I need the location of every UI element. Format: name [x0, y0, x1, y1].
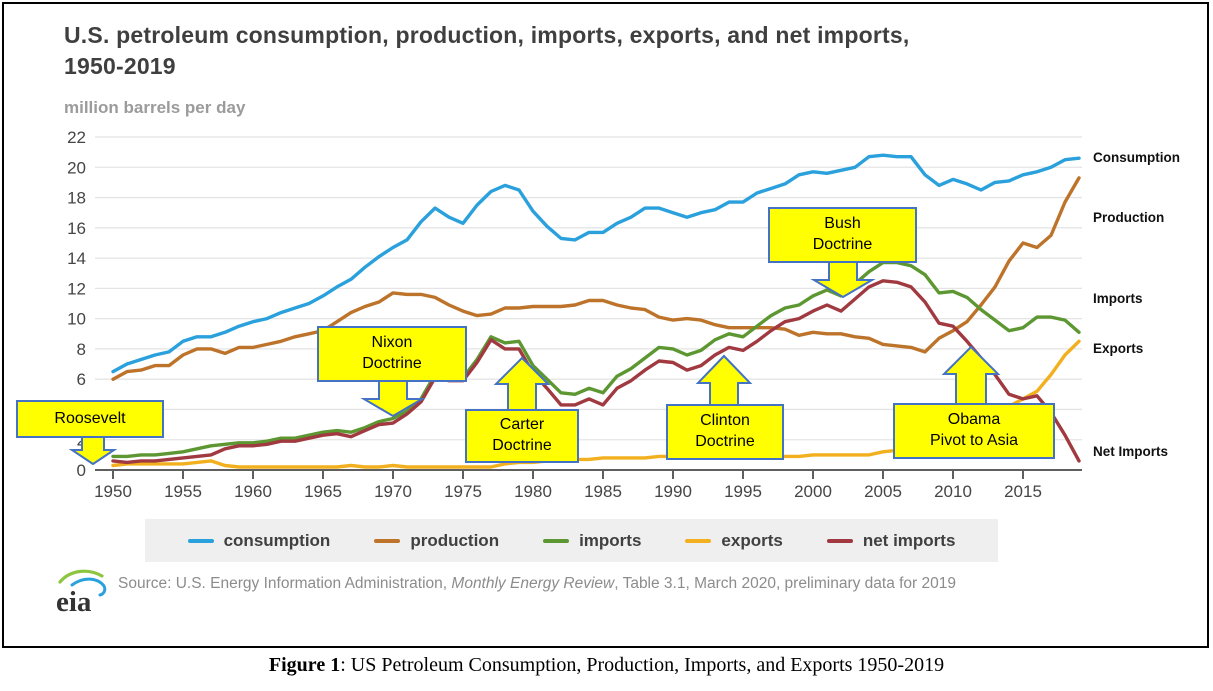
legend-item-consumption: consumption [187, 530, 331, 551]
y-tick-label: 0 [77, 461, 86, 480]
callout-clinton-line1: Clinton [700, 412, 750, 430]
x-tick-label: 1980 [514, 482, 552, 501]
legend-item-production: production [374, 531, 499, 551]
x-tick-label: 1995 [724, 482, 762, 501]
series-line-production [111, 176, 1081, 381]
imports-swatch-icon [543, 538, 570, 543]
callout-obama-pivot: Obama Pivot to Asia [893, 403, 1055, 459]
callout-roosevelt: Roosevelt [16, 400, 164, 438]
source-suffix: , Table 3.1, March 2020, preliminary dat… [614, 575, 957, 592]
figure-caption-label: Figure 1 [268, 654, 341, 676]
callout-carter-doctrine: Carter Doctrine [465, 409, 579, 463]
x-tick-label: 2005 [864, 482, 902, 501]
bush-arrow-icon [810, 260, 876, 299]
series-line-imports [111, 260, 1081, 459]
x-tick-label: 1960 [234, 482, 272, 501]
carter-arrow-icon [493, 356, 551, 412]
series-label-consumption: Consumption [1093, 150, 1180, 165]
x-tick-label: 1990 [654, 482, 692, 501]
callout-obama-line2: Pivot to Asia [929, 432, 1019, 449]
callout-clinton-line2: Doctrine [695, 433, 755, 450]
source-prefix: Source: U.S. Energy Information Administ… [118, 575, 452, 592]
x-tick-label: 1970 [374, 482, 412, 501]
callout-nixon-doctrine: Nixon Doctrine [317, 326, 467, 382]
y-tick-label: 16 [67, 219, 86, 238]
legend-label-exports: exports [721, 530, 783, 550]
series-line-net-imports [111, 279, 1081, 465]
callout-carter-line2: Doctrine [492, 437, 552, 454]
consumption-swatch-icon [187, 538, 214, 543]
callout-carter-line1: Carter [499, 416, 545, 434]
callout-bush-line2: Doctrine [812, 236, 873, 253]
roosevelt-arrow-icon [68, 436, 118, 466]
x-tick-label: 2015 [1004, 482, 1042, 501]
series-label-production: Production [1093, 210, 1165, 225]
eia-logo-text: eia [56, 586, 92, 618]
legend-label-net-imports: net imports [862, 530, 956, 550]
callout-clinton-doctrine: Clinton Doctrine [666, 404, 784, 460]
net-imports-swatch-icon [826, 538, 853, 543]
eia-logo-green-swoosh-icon [58, 569, 104, 584]
callout-nixon-line1: Nixon [371, 334, 413, 352]
line-chart: 0246810121416182022195019551960196519701… [67, 128, 1082, 501]
callout-bush-doctrine: Bush Doctrine [768, 207, 917, 263]
legend-label-production: production [410, 530, 500, 550]
x-tick-label: 1955 [164, 482, 202, 501]
x-tick-label: 2000 [794, 482, 832, 501]
series-line-consumption [111, 153, 1081, 374]
callout-nixon-line2: Doctrine [362, 355, 422, 372]
y-tick-label: 8 [77, 340, 86, 359]
eia-logo: eia [56, 569, 107, 618]
series-label-exports: Exports [1093, 341, 1144, 356]
chart-title: U.S. petroleum consumption, production, … [64, 22, 910, 80]
eia-logo-blue-swoosh-icon [70, 577, 107, 597]
legend-item-net-imports: net imports [826, 530, 956, 551]
y-tick-label: 12 [67, 279, 86, 298]
x-tick-label: 1985 [584, 482, 622, 501]
callout-obama-line1: Obama [947, 411, 1001, 429]
production-swatch-icon [374, 538, 401, 543]
legend-label-consumption: consumption [223, 530, 331, 550]
y-tick-label: 10 [67, 310, 86, 329]
y-axis-unit-label: million barrels per day [64, 98, 246, 117]
series-label-imports: Imports [1093, 291, 1143, 306]
series-label-net-imports: Net Imports [1093, 444, 1169, 459]
y-tick-label: 14 [67, 249, 86, 268]
x-tick-label: 1950 [94, 482, 132, 501]
legend-label-imports: imports [579, 530, 642, 550]
legend: consumption production imports exports n… [145, 519, 998, 562]
x-tick-label: 1965 [304, 482, 342, 501]
source-attribution: Source: U.S. Energy Information Administ… [118, 573, 1068, 595]
exports-swatch-icon [685, 538, 712, 543]
source-publication: Monthly Energy Review [451, 575, 615, 592]
legend-item-exports: exports [685, 530, 783, 551]
x-tick-label: 1975 [444, 482, 482, 501]
legend-item-imports: imports [543, 531, 641, 551]
y-tick-label: 18 [67, 189, 86, 208]
y-tick-label: 20 [67, 158, 86, 177]
callout-roosevelt-text: Roosevelt [54, 409, 126, 427]
clinton-arrow-icon [695, 354, 753, 407]
figure-caption: Figure 1: US Petroleum Consumption, Prod… [0, 654, 1213, 677]
nixon-arrow-icon [360, 379, 426, 418]
y-tick-label: 6 [77, 370, 86, 389]
figure-caption-text: : US Petroleum Consumption, Production, … [340, 654, 945, 676]
obama-arrow-icon [941, 345, 1001, 405]
x-tick-label: 2010 [934, 482, 972, 501]
y-tick-label: 22 [67, 128, 86, 147]
callout-bush-line1: Bush [824, 215, 861, 233]
